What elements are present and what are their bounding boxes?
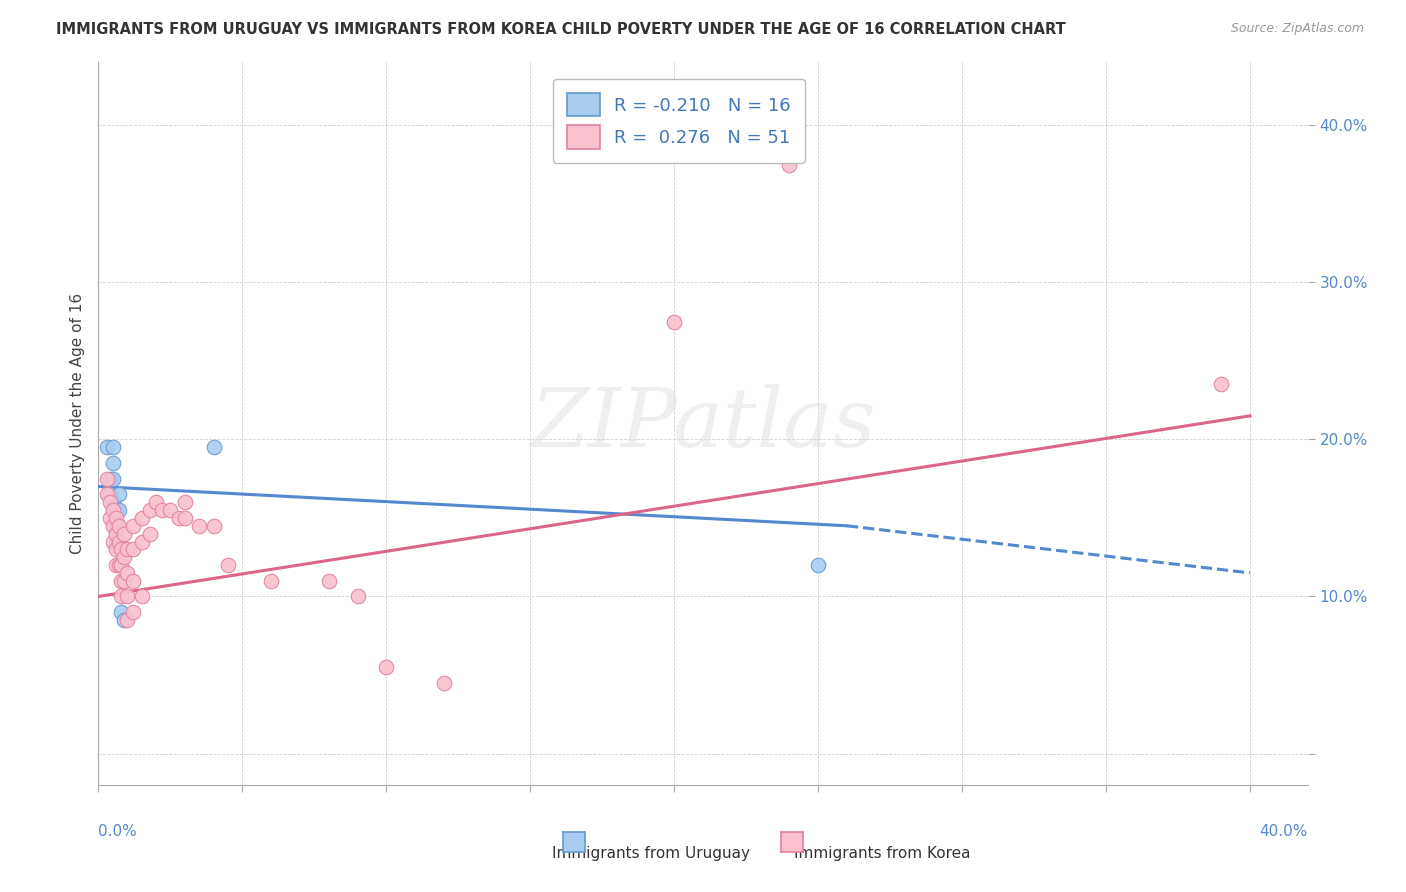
Point	[115, 613, 138, 627]
Point	[346, 590, 368, 604]
Point	[104, 511, 127, 525]
Point	[110, 542, 132, 557]
Point	[110, 574, 132, 588]
Point	[104, 503, 127, 517]
Point	[101, 518, 124, 533]
Point	[159, 503, 181, 517]
Point	[217, 558, 239, 572]
Point	[122, 542, 145, 557]
Point	[202, 518, 225, 533]
Text: IMMIGRANTS FROM URUGUAY VS IMMIGRANTS FROM KOREA CHILD POVERTY UNDER THE AGE OF : IMMIGRANTS FROM URUGUAY VS IMMIGRANTS FR…	[56, 22, 1066, 37]
Point	[110, 558, 132, 572]
Y-axis label: Child Poverty Under the Age of 16: Child Poverty Under the Age of 16	[69, 293, 84, 554]
Point	[101, 456, 124, 470]
Point	[188, 518, 211, 533]
Point	[104, 518, 127, 533]
Point	[101, 503, 124, 517]
Point	[122, 574, 145, 588]
Point	[318, 574, 340, 588]
Point	[115, 590, 138, 604]
Point	[173, 511, 195, 525]
Point	[110, 605, 132, 619]
Text: 0.0%: 0.0%	[98, 824, 138, 838]
Point	[112, 574, 135, 588]
Point	[98, 511, 121, 525]
Point	[1211, 377, 1233, 392]
Point	[101, 472, 124, 486]
Point	[101, 534, 124, 549]
Point	[104, 526, 127, 541]
Point	[96, 440, 118, 454]
Point	[139, 526, 162, 541]
Text: ZIPatlas: ZIPatlas	[530, 384, 876, 464]
Point	[98, 472, 121, 486]
Point	[110, 590, 132, 604]
Point	[167, 511, 190, 525]
Point	[131, 590, 153, 604]
Point	[112, 526, 135, 541]
Point	[433, 676, 456, 690]
Text: Immigrants from Uruguay: Immigrants from Uruguay	[551, 847, 749, 862]
Point	[107, 503, 129, 517]
Legend: R = -0.210   N = 16, R =  0.276   N = 51: R = -0.210 N = 16, R = 0.276 N = 51	[553, 78, 806, 163]
Point	[122, 605, 145, 619]
Point	[107, 487, 129, 501]
Point	[98, 495, 121, 509]
Point	[131, 511, 153, 525]
Point	[664, 315, 686, 329]
Point	[139, 503, 162, 517]
Point	[173, 495, 195, 509]
Point	[107, 534, 129, 549]
Point	[96, 472, 118, 486]
Point	[96, 487, 118, 501]
Point	[104, 558, 127, 572]
Point	[101, 440, 124, 454]
Point	[112, 613, 135, 627]
Point	[778, 157, 800, 171]
Point	[107, 558, 129, 572]
Point	[98, 487, 121, 501]
Point	[150, 503, 173, 517]
Point	[115, 566, 138, 580]
Point	[115, 542, 138, 557]
Point	[104, 542, 127, 557]
Text: 40.0%: 40.0%	[1260, 824, 1308, 838]
Point	[807, 558, 830, 572]
Point	[101, 495, 124, 509]
Point	[122, 518, 145, 533]
Text: Immigrants from Korea: Immigrants from Korea	[793, 847, 970, 862]
Point	[107, 518, 129, 533]
Point	[202, 440, 225, 454]
Text: Source: ZipAtlas.com: Source: ZipAtlas.com	[1230, 22, 1364, 36]
Point	[375, 660, 398, 674]
Point	[145, 495, 167, 509]
Point	[104, 534, 127, 549]
Point	[260, 574, 283, 588]
Point	[131, 534, 153, 549]
Point	[112, 550, 135, 565]
